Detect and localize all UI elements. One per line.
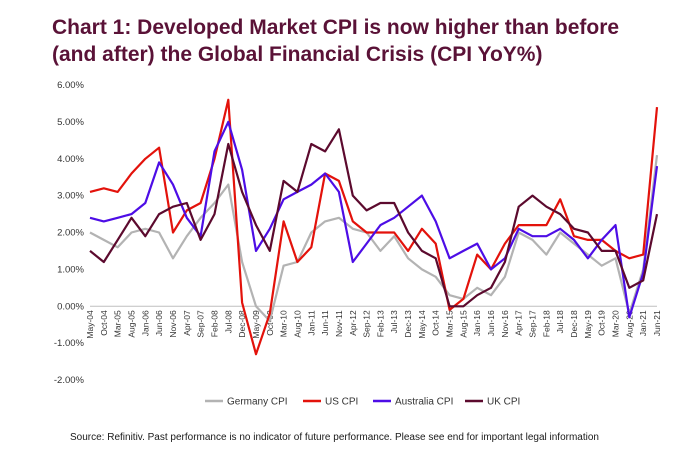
y-tick-label: 2.00%: [57, 228, 84, 239]
chart-title-line-1: Chart 1: Developed Market CPI is now hig…: [52, 16, 620, 39]
legend-label: US CPI: [325, 397, 358, 408]
y-tick-label: 0.00%: [57, 301, 84, 312]
x-tick-label: Jul-08: [223, 310, 233, 333]
x-tick-label: Aug-20: [624, 310, 634, 338]
x-tick-label: Feb-08: [209, 310, 219, 337]
x-tick-label: Dec-08: [237, 310, 247, 338]
x-tick-label: Oct-14: [431, 310, 441, 336]
y-tick-label: -1.00%: [54, 338, 85, 349]
x-tick-label: Nov-11: [334, 310, 344, 337]
x-tick-label: Jan-06: [140, 310, 150, 336]
chart-title: Chart 1: Developed Market CPI is now hig…: [52, 14, 692, 68]
y-tick-label: 1.00%: [57, 264, 84, 275]
x-tick-label: Dec-18: [569, 310, 579, 338]
x-tick-label: Mar-20: [611, 310, 621, 337]
x-tick-label: Jan-16: [472, 310, 482, 336]
y-tick-label: 3.00%: [57, 191, 84, 202]
x-tick-label: Sep-12: [362, 310, 372, 338]
x-tick-label: May-19: [583, 310, 593, 339]
x-tick-label: Apr-17: [514, 310, 524, 336]
x-tick-label: May-09: [251, 310, 261, 339]
series-line-australia-cpi: [89, 120, 659, 319]
x-tick-label: Aug-15: [458, 310, 468, 338]
legend-label: Australia CPI: [395, 397, 453, 408]
x-tick-label: Jun-06: [154, 310, 164, 336]
source-note: Source: Refinitiv. Past performance is n…: [70, 432, 599, 443]
x-tick-label: Jun-16: [486, 310, 496, 336]
x-tick-label: Dec-13: [403, 310, 413, 338]
x-tick-label: Jan-21: [638, 310, 648, 336]
x-tick-label: May-04: [85, 310, 95, 339]
chart-title-line-2: (and after) the Global Financial Crisis …: [52, 43, 543, 66]
x-tick-label: Jul-18: [555, 310, 565, 333]
x-tick-label: Oct-04: [99, 310, 109, 336]
x-tick-label: Nov-16: [500, 310, 510, 338]
legend-label: Germany CPI: [227, 397, 288, 408]
x-tick-label: Oct-19: [597, 310, 607, 336]
y-tick-label: 6.00%: [57, 80, 84, 91]
y-tick-label: 5.00%: [57, 117, 84, 128]
x-tick-label: Oct-09: [265, 310, 275, 336]
x-tick-label: May-14: [417, 310, 427, 339]
x-tick-label: Feb-13: [375, 310, 385, 337]
x-tick-label: Apr-07: [182, 310, 192, 336]
x-tick-label: Mar-05: [113, 310, 123, 337]
x-tick-label: Jun-11: [320, 310, 330, 336]
x-tick-label: Mar-10: [279, 310, 289, 337]
x-tick-label: Aug-05: [126, 310, 136, 338]
x-tick-label: Sep-07: [196, 310, 206, 338]
x-tick-label: Apr-12: [348, 310, 358, 336]
y-tick-label: -2.00%: [54, 375, 85, 386]
x-tick-label: Jun-21: [652, 310, 662, 336]
series-line-uk-cpi: [89, 128, 659, 308]
legend-label: UK CPI: [487, 397, 520, 408]
x-tick-label: Aug-10: [292, 310, 302, 338]
x-tick-label: Jan-11: [306, 310, 316, 336]
x-tick-label: Feb-18: [541, 310, 551, 337]
x-tick-label: Nov-06: [168, 310, 178, 338]
y-tick-label: 4.00%: [57, 154, 84, 165]
x-tick-label: Mar-15: [445, 310, 455, 337]
series-line-germany-cpi: [89, 154, 659, 323]
x-tick-label: Jul-13: [389, 310, 399, 333]
x-tick-label: Sep-17: [528, 310, 538, 338]
